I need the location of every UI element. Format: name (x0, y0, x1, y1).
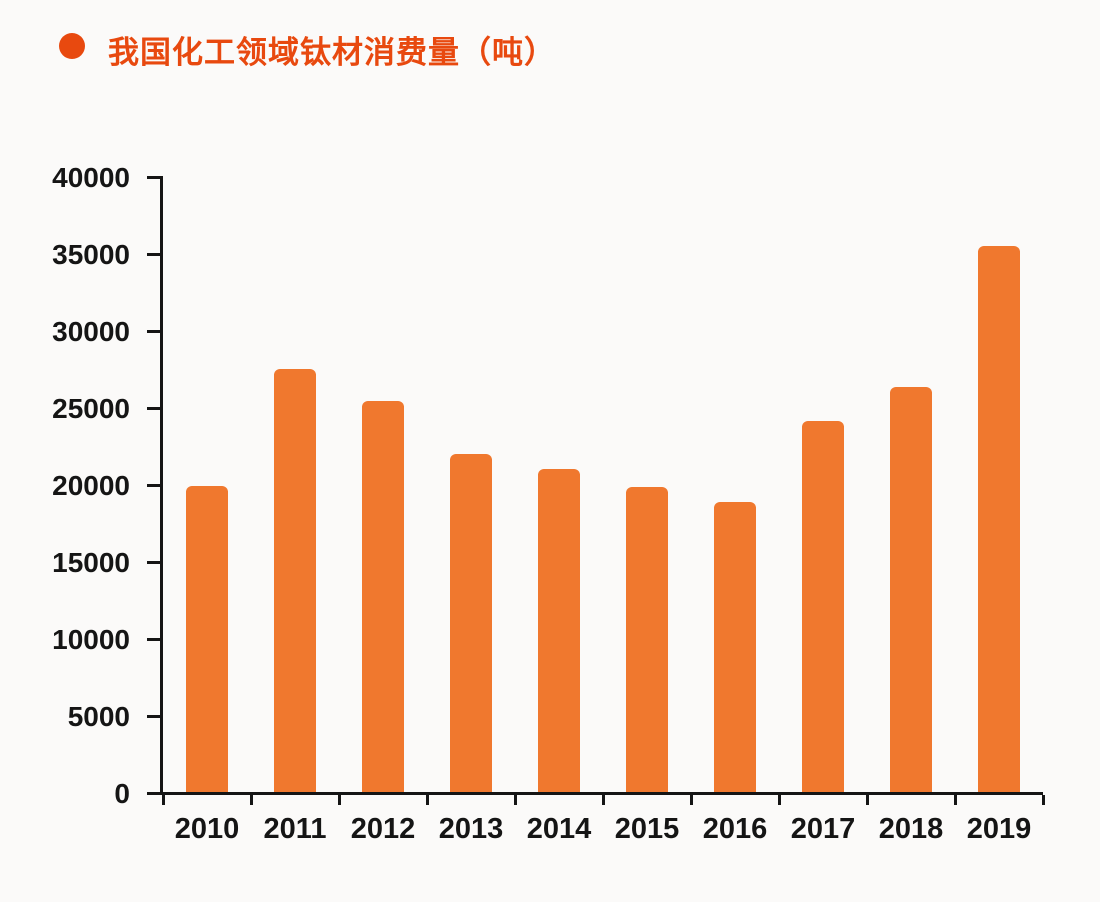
y-tick-35000 (147, 253, 160, 256)
title-bullet-icon (59, 33, 85, 59)
bar-2015 (626, 487, 668, 792)
x-axis-label-2015: 2015 (614, 813, 680, 845)
y-axis-line (160, 176, 163, 795)
bar-2018 (890, 387, 932, 792)
y-axis-label-15000: 15000 (52, 546, 130, 578)
plot-area (163, 176, 1043, 792)
x-tick-8 (865, 795, 869, 805)
x-tick-7 (777, 795, 781, 805)
bar-2013 (450, 454, 492, 792)
x-tick-5 (601, 795, 605, 805)
x-tick-2 (337, 795, 341, 805)
y-tick-0 (147, 792, 160, 795)
x-axis-label-2017: 2017 (790, 813, 856, 845)
bar-2010 (186, 486, 228, 792)
bar-2012 (362, 401, 404, 792)
chart-title: 我国化工领域钛材消费量（吨） (108, 35, 556, 70)
bar-2011 (274, 369, 316, 792)
x-axis-label-2010: 2010 (174, 813, 240, 845)
y-axis-label-0: 0 (114, 777, 130, 809)
y-axis-label-10000: 10000 (52, 623, 130, 655)
y-axis-label-40000: 40000 (52, 161, 130, 193)
x-tick-6 (689, 795, 693, 805)
x-axis-label-2011: 2011 (263, 813, 327, 845)
x-axis-label-2016: 2016 (702, 813, 768, 845)
y-tick-15000 (147, 561, 160, 564)
x-axis-label-2019: 2019 (966, 813, 1032, 845)
x-tick-3 (425, 795, 429, 805)
y-tick-40000 (147, 176, 160, 179)
x-axis-label-2013: 2013 (438, 813, 504, 845)
y-tick-30000 (147, 330, 160, 333)
y-axis-label-5000: 5000 (67, 700, 130, 732)
y-axis-label-25000: 25000 (52, 392, 130, 424)
y-axis-label-20000: 20000 (52, 469, 130, 501)
y-tick-20000 (147, 484, 160, 487)
x-axis-label-2018: 2018 (878, 813, 944, 845)
x-tick-1 (249, 795, 253, 805)
y-tick-5000 (147, 715, 160, 718)
x-tick-10 (1041, 795, 1045, 805)
bar-2016 (714, 502, 756, 792)
x-axis-label-2012: 2012 (350, 813, 416, 845)
y-tick-10000 (147, 638, 160, 641)
x-axis-line (160, 792, 1043, 795)
y-axis-label-35000: 35000 (52, 238, 130, 270)
y-tick-25000 (147, 407, 160, 410)
x-tick-0 (161, 795, 165, 805)
bar-2019 (978, 246, 1020, 792)
bar-2017 (802, 421, 844, 792)
bar-2014 (538, 469, 580, 792)
x-tick-9 (953, 795, 957, 805)
x-tick-4 (513, 795, 517, 805)
y-axis-label-30000: 30000 (52, 315, 130, 347)
x-axis-label-2014: 2014 (526, 813, 592, 845)
